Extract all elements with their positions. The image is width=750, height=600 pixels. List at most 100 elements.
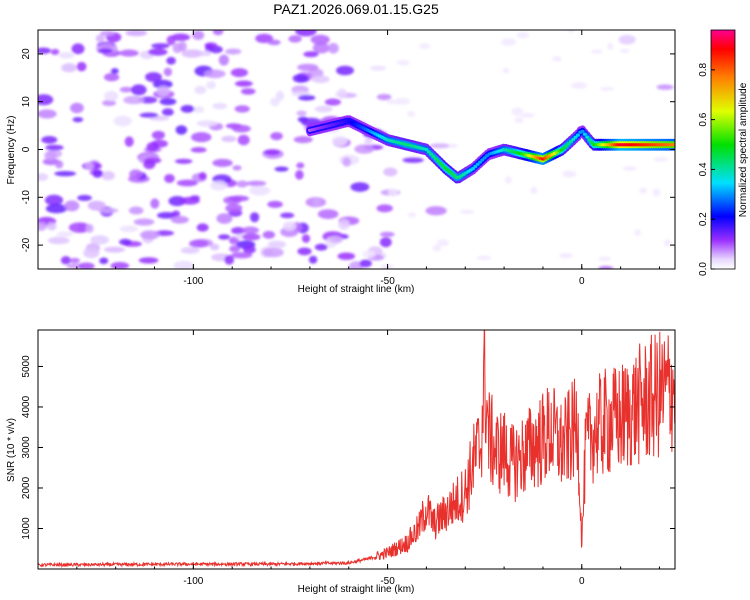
spectrogram-noise-blob	[514, 116, 524, 124]
snr-x-label: Height of straight line (km)	[298, 584, 415, 595]
spectrogram-noise-blob	[243, 245, 256, 254]
spectrogram-noise-blob	[133, 218, 155, 226]
snr-panel: -100 -50 0 1000 2000 3000 4000 5000 Height of …	[6, 329, 676, 595]
spectrogram-noise-blob	[41, 135, 58, 144]
spectrogram-noise-blob	[192, 106, 205, 113]
spectrogram-noise-blob	[230, 68, 248, 78]
spectrogram-noise-blob	[255, 33, 274, 44]
spectrogram-noise-blob	[50, 48, 60, 56]
spectrogram-noise-blob	[44, 150, 57, 161]
spectrogram-noise-blob	[231, 124, 251, 133]
spectrogram-noise-blob	[191, 132, 212, 143]
spectrogram-noise-blob	[297, 247, 312, 256]
spectrogram-noise-blob	[369, 65, 387, 71]
spectrogram-noise-blob	[206, 81, 216, 90]
spectrogram-noise-blob	[47, 236, 70, 245]
spectrogram-noise-blob	[228, 195, 250, 202]
spectrogram-noise-blob	[203, 69, 226, 79]
spectrogram-noise-layer	[38, 30, 674, 269]
spectrogram-noise-blob	[436, 239, 449, 247]
spectrogram-noise-blob	[362, 250, 376, 259]
spectrogram-noise-blob	[619, 48, 630, 54]
spectrogram-noise-blob	[590, 49, 603, 54]
spectrogram-noise-blob	[56, 231, 74, 237]
spectrogram-noise-blob	[38, 47, 51, 54]
spectrogram-noise-blob	[138, 96, 158, 104]
spectrogram-noise-blob	[229, 245, 241, 253]
ridge-core	[424, 147, 429, 152]
spectrogram-noise-blob	[164, 173, 175, 183]
spectrogram-noise-blob	[176, 179, 198, 187]
spectrogram-noise-blob	[147, 48, 168, 56]
spectrogram-noise-blob	[44, 194, 64, 206]
spectrogram-noise-blob	[237, 134, 250, 146]
spectrogram-noise-blob	[501, 38, 517, 46]
spectrogram-x-ticks: -100 -50 0	[37, 30, 660, 287]
spectrogram-noise-blob	[559, 252, 573, 259]
spectrogram-noise-blob	[72, 116, 84, 123]
spectrogram-noise-blob	[292, 74, 309, 83]
spectrogram-noise-blob	[293, 136, 313, 144]
spectrogram-noise-blob	[175, 125, 188, 135]
spectrogram-noise-blob	[407, 110, 416, 118]
ridge-core	[561, 146, 566, 150]
spectrogram-noise-blob	[130, 84, 147, 96]
spectrogram-noise-blob	[618, 34, 636, 45]
spectrogram-noise-blob	[656, 84, 674, 90]
spectrogram-noise-blob	[174, 158, 193, 164]
spectrogram-noise-blob	[38, 109, 57, 119]
spectrogram-noise-blob	[97, 48, 113, 54]
spectrogram-noise-blob	[448, 143, 458, 149]
spectrogram-noise-blob	[354, 144, 375, 154]
spectrogram-noise-blob	[180, 196, 200, 205]
spectrogram-noise-blob	[129, 169, 143, 179]
spectrogram-noise-blob	[139, 112, 159, 118]
spectrogram-noise-blob	[652, 188, 661, 197]
spectrogram-noise-blob	[562, 170, 577, 178]
spectrogram-noise-blob	[166, 56, 176, 65]
spectrogram-noise-blob	[128, 206, 144, 215]
spectrogram-noise-blob	[270, 97, 280, 107]
spectrogram-noise-blob	[64, 200, 80, 212]
colorbar-gradient	[710, 29, 736, 270]
spectrogram-noise-blob	[103, 246, 126, 253]
y-tick-label: 3000	[21, 436, 32, 459]
spectrogram-noise-blob	[376, 93, 392, 101]
spectrogram-noise-blob	[379, 237, 392, 248]
spectrogram-noise-blob	[638, 187, 648, 194]
y-tick-label: 5000	[21, 355, 32, 378]
spectrogram-noise-blob	[312, 197, 322, 207]
spectrogram-noise-blob	[571, 81, 587, 90]
ridge-core	[671, 143, 675, 147]
spectrogram-noise-blob	[98, 207, 119, 214]
spectrogram-noise-blob	[119, 86, 133, 93]
ridge-core	[585, 135, 590, 139]
spectrogram-noise-blob	[161, 108, 174, 117]
ridge-core	[480, 158, 485, 162]
x-tick-label: 0	[579, 276, 585, 287]
spectrogram-noise-blob	[599, 86, 614, 91]
ridge-core	[473, 164, 478, 169]
spectrogram-noise-blob	[598, 256, 611, 262]
spectrogram-noise-blob	[311, 75, 330, 84]
spectrogram-noise-blob	[38, 221, 47, 232]
spectrogram-noise-blob	[312, 42, 330, 54]
spectrogram-noise-blob	[83, 247, 100, 259]
ridge-core	[587, 138, 592, 142]
spectrogram-noise-blob	[166, 35, 176, 46]
spectrogram-noise-blob	[249, 185, 271, 196]
spectrogram-noise-blob	[274, 166, 289, 172]
spectrogram-noise-blob	[634, 229, 641, 237]
spectrogram-noise-blob	[145, 72, 162, 83]
spectrogram-noise-blob	[263, 149, 281, 156]
colorbar-tick-label: 0.4	[698, 162, 709, 176]
colorbar-tick-label: 0.6	[698, 112, 709, 126]
spectrogram-noise-blob	[297, 63, 319, 72]
spectrogram-noise-blob	[314, 243, 328, 251]
spectrogram-noise-blob	[350, 182, 370, 192]
spectrogram-noise-blob	[192, 30, 205, 40]
spectrogram-noise-blob	[68, 222, 91, 233]
spectrogram-noise-blob	[520, 112, 535, 118]
spectrogram-noise-blob	[241, 226, 260, 234]
spectrogram-noise-blob	[180, 247, 200, 254]
